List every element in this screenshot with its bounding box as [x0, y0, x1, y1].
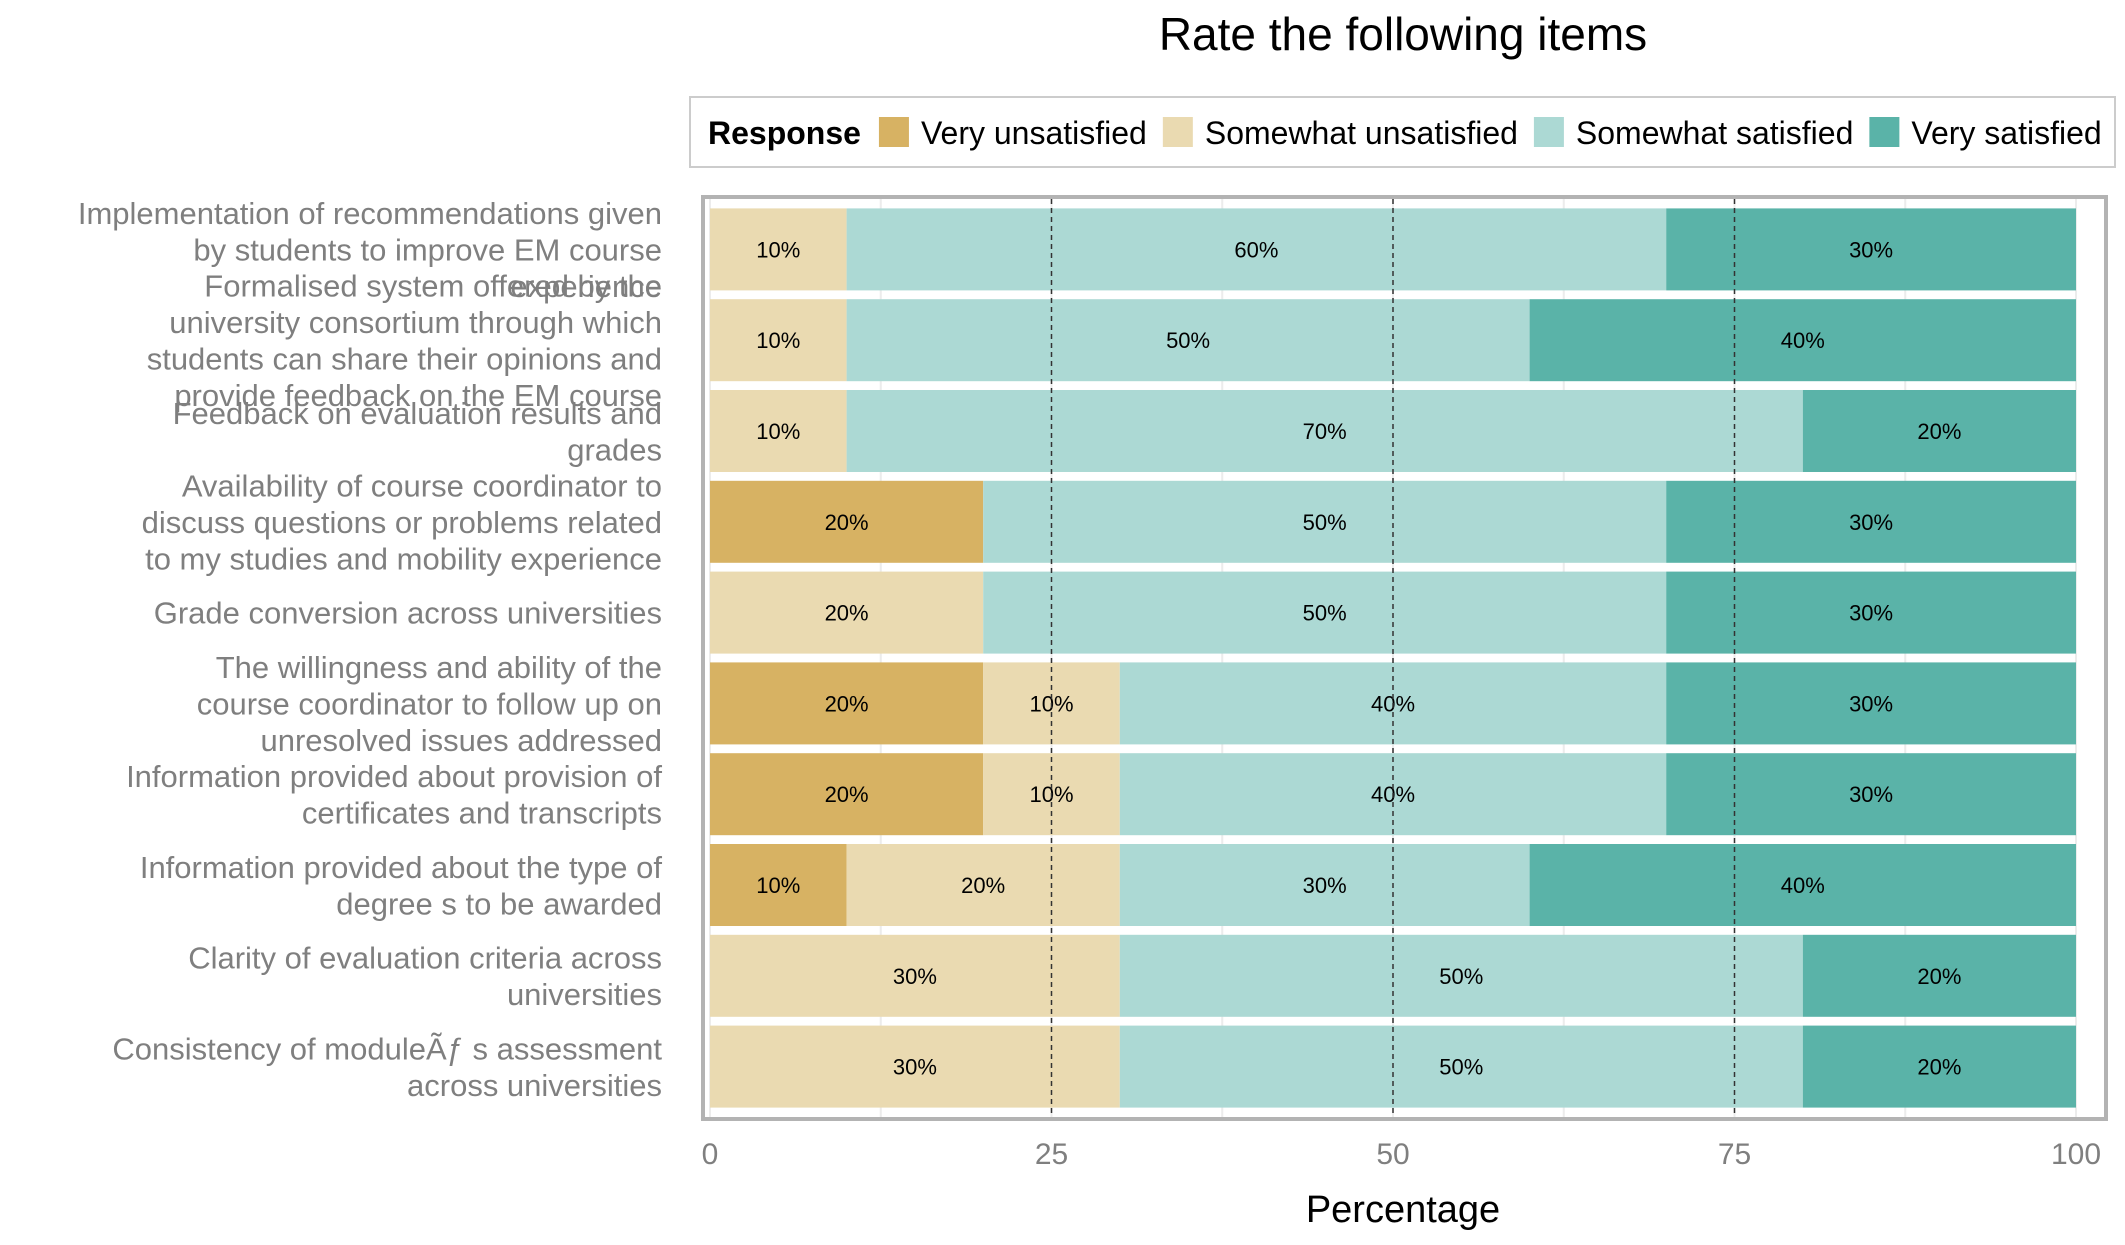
category-label: Availability of course coordinator to dis… — [142, 468, 662, 576]
legend: Response Very unsatisfied Somewhat unsati… — [689, 96, 2116, 168]
legend-swatch — [1533, 117, 1564, 147]
bar-value-label: 20% — [1917, 419, 1961, 444]
bar-segment — [1529, 844, 2076, 926]
category-label: Information provided about the type of de… — [140, 850, 663, 922]
panel-border — [701, 195, 2108, 1121]
bar-value-label: 50% — [1439, 964, 1483, 989]
bar-segment — [1119, 844, 1530, 926]
bar-segment — [710, 844, 847, 926]
category-label: The willingness and ability of the course… — [197, 650, 662, 758]
bar-value-label: 20% — [825, 691, 869, 716]
bar-segment — [846, 208, 1667, 291]
bar-value-label: 40% — [1781, 328, 1825, 353]
bar-value-label: 50% — [1303, 510, 1347, 535]
bar-segment — [1529, 299, 2076, 382]
x-tick-label: 0 — [702, 1138, 719, 1171]
bar-value-label: 20% — [1917, 964, 1961, 989]
bar-segment — [1802, 1025, 2076, 1108]
chart-title: Rate the following items — [1159, 8, 1647, 60]
legend-label: Somewhat unsatisfied — [1205, 115, 1518, 151]
x-axis-label: Percentage — [1306, 1189, 1500, 1231]
bar-value-label: 30% — [893, 1055, 937, 1080]
bar-segment — [710, 753, 984, 836]
x-tick-label: 75 — [1718, 1138, 1751, 1171]
bar-value-label: 10% — [756, 328, 800, 353]
legend-swatch — [1162, 117, 1193, 147]
bar-value-label: 10% — [756, 419, 800, 444]
legend-label: Very satisfied — [1911, 115, 2101, 151]
bar-value-label: 60% — [1234, 237, 1278, 262]
legend-swatch — [1869, 117, 1900, 147]
category-label: Clarity of evaluation criteria across uni… — [188, 941, 662, 1013]
bar-value-label: 30% — [1849, 691, 1893, 716]
bar-value-label: 10% — [756, 873, 800, 898]
category-label: Feedback on evaluation results and grades — [173, 396, 662, 468]
bar-value-label: 20% — [825, 601, 869, 626]
category-label: Grade conversion across universities — [154, 596, 662, 631]
legend-items: Very unsatisfied Somewhat unsatisfied Some… — [878, 115, 2102, 151]
bar-value-label: 40% — [1781, 873, 1825, 898]
bar-segment — [1802, 934, 2076, 1017]
bar-segment — [1119, 934, 1803, 1017]
category-label: Implementation of recommendations given b… — [78, 196, 662, 304]
legend-title: Response — [708, 115, 861, 151]
plot-area: 10% 60% 30% 10% 50% 40% 10% 70% 20% 20% 50% 30% 20% 5… — [701, 195, 2108, 1121]
bar-segment — [1666, 571, 2076, 654]
x-tick-label: 25 — [1035, 1138, 1068, 1171]
bar-value-label: 50% — [1303, 601, 1347, 626]
bar-segment — [983, 480, 1667, 563]
bar-value-label: 20% — [825, 510, 869, 535]
bar-segment — [710, 571, 984, 654]
bar-segment — [846, 390, 1803, 472]
bar-value-label: 30% — [893, 964, 937, 989]
bar-segment — [846, 299, 1530, 382]
bar-value-label: 30% — [1849, 782, 1893, 807]
legend-swatch — [878, 117, 909, 147]
bar-value-label: 30% — [1849, 237, 1893, 262]
reference-lines — [1050, 199, 1736, 1117]
legend-label: Somewhat satisfied — [1576, 115, 1853, 151]
bar-segment — [846, 844, 1120, 926]
bar-value-label: 20% — [825, 782, 869, 807]
category-label: Formalised system offered by the universi… — [147, 268, 662, 413]
bar-value-label: 20% — [961, 873, 1005, 898]
bar-segment — [710, 208, 847, 291]
bar-value-label: 10% — [756, 237, 800, 262]
bar-value-label: 30% — [1849, 510, 1893, 535]
bar-segment — [983, 571, 1667, 654]
x-tick-label: 100 — [2051, 1138, 2101, 1171]
bar-value-label: 50% — [1439, 1055, 1483, 1080]
bar-segment — [710, 299, 847, 382]
x-axis-ticks: 0 25 50 75 100 — [702, 1138, 2101, 1171]
bar-value-label: 30% — [1849, 601, 1893, 626]
legend-label: Very unsatisfied — [921, 115, 1147, 151]
bar-value-label: 30% — [1303, 873, 1347, 898]
bar-segment — [710, 662, 984, 745]
bar-value-label: 50% — [1166, 328, 1210, 353]
bar-segment — [1802, 390, 2076, 472]
bar-segment — [1666, 208, 2076, 291]
bar-segment — [710, 390, 847, 472]
bar-segment — [1666, 480, 2076, 563]
category-label: Consistency of moduleÃƒ s assessment acro… — [112, 1031, 662, 1103]
x-tick-label: 50 — [1376, 1138, 1409, 1171]
bar-value-label: 70% — [1303, 419, 1347, 444]
y-axis-labels: Implementation of recommendations given b… — [78, 196, 663, 1103]
category-label: Information provided about provision of c… — [126, 759, 662, 831]
bar-value-label: 20% — [1917, 1055, 1961, 1080]
bar-segment — [1119, 1025, 1803, 1108]
bar-segment — [710, 480, 984, 563]
